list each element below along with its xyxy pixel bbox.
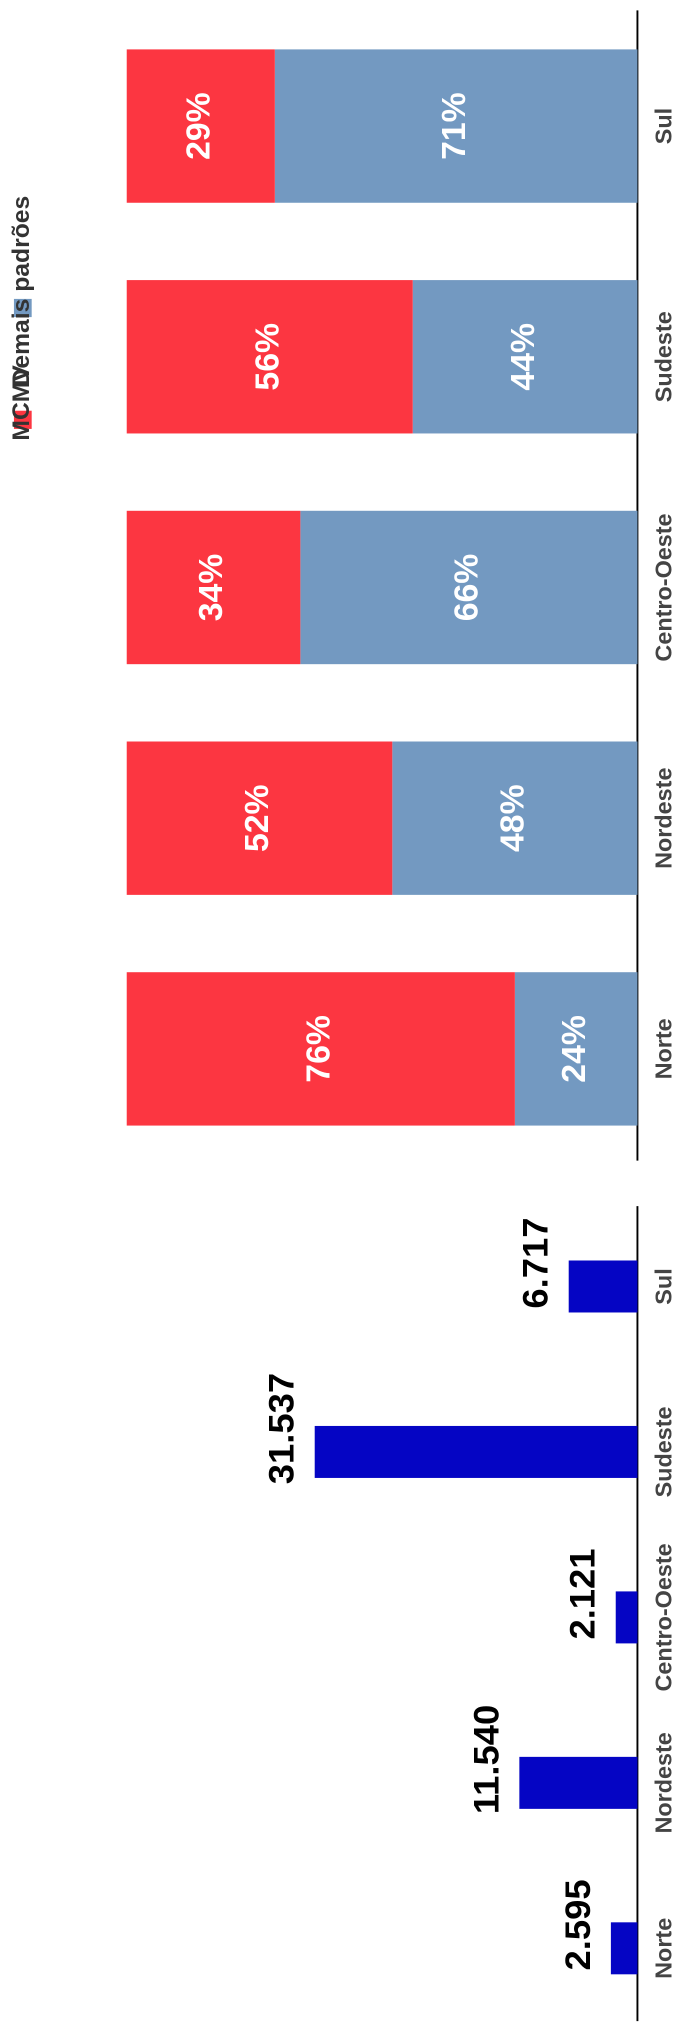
data-label: 56% — [250, 323, 287, 391]
bar-segment — [126, 49, 275, 203]
data-label: 76% — [301, 1015, 338, 1083]
bar-segment — [126, 280, 413, 434]
bar — [314, 1425, 638, 1478]
data-label: 52% — [240, 784, 277, 852]
data-label: 71% — [436, 92, 473, 160]
x-tick-label: Nordeste — [651, 767, 677, 869]
bar-segment — [514, 972, 638, 1126]
x-tick-label: Nordeste — [651, 1732, 677, 1834]
bar — [615, 1591, 638, 1644]
legend-label: Demais padrões — [8, 196, 35, 387]
bar-segment — [412, 280, 638, 434]
bar-segment — [300, 510, 638, 665]
x-tick-label: Norte — [651, 1918, 677, 1979]
bar-segment — [126, 741, 393, 895]
bar — [568, 1260, 638, 1313]
x-tick-label: Norte — [651, 1018, 677, 1079]
data-label: 48% — [495, 784, 532, 852]
data-label: 34% — [194, 554, 231, 622]
data-label: 2.595 — [557, 1879, 597, 1970]
bar — [610, 1922, 638, 1975]
legend-swatch — [13, 410, 32, 429]
x-tick-label: Sul — [651, 108, 677, 144]
x-tick-label: Sudeste — [651, 1406, 677, 1497]
legend-swatch — [13, 298, 32, 318]
data-label: 6.717 — [515, 1218, 555, 1309]
bar-segment — [274, 49, 638, 203]
data-label: 24% — [556, 1015, 593, 1083]
bar-segment — [126, 510, 301, 665]
data-label: 66% — [449, 554, 486, 622]
x-tick-label: Centro-Oeste — [651, 513, 677, 661]
bar — [519, 1756, 638, 1809]
data-label: 31.537 — [261, 1373, 301, 1484]
data-label: 44% — [505, 323, 542, 391]
legend-label: MCMV — [8, 364, 35, 440]
data-label: 11.540 — [466, 1705, 506, 1814]
bar-segment — [126, 972, 515, 1126]
bar-segment — [392, 741, 638, 895]
x-tick-label: Centro-Oeste — [651, 1543, 677, 1691]
x-tick-label: Sudeste — [651, 311, 677, 402]
data-label: 29% — [181, 92, 218, 160]
data-label: 2.121 — [562, 1548, 602, 1639]
x-tick-label: Sul — [651, 1268, 677, 1304]
